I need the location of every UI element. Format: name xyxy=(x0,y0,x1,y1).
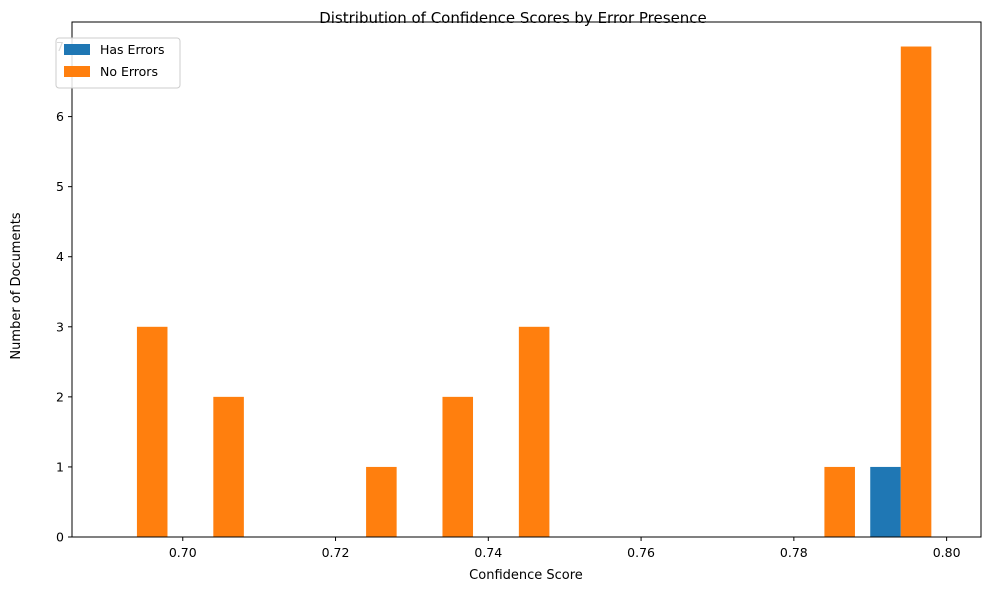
x-tick-label: 0.80 xyxy=(933,545,961,560)
bar-no-errors-1 xyxy=(213,396,244,537)
y-tick-label: 4 xyxy=(56,249,64,264)
axes-frame xyxy=(71,21,982,538)
y-axis-label: Number of Documents xyxy=(9,212,24,359)
legend-label-no-errors: No Errors xyxy=(100,64,158,79)
y-tick-label: 0 xyxy=(56,530,64,545)
bar-no-errors-6 xyxy=(900,46,932,538)
x-tick-label: 0.74 xyxy=(474,545,502,560)
x-tick-label: 0.70 xyxy=(169,545,197,560)
x-axis-ticks: 0.70 0.72 0.74 0.76 0.78 0.80 xyxy=(169,537,961,560)
plot-area: 0.700.720.740.760.780.80 01234567 xyxy=(56,21,982,560)
x-axis-label: Confidence Score xyxy=(469,568,583,583)
y-tick-label: 2 xyxy=(56,389,64,404)
bars xyxy=(136,46,932,538)
y-tick-label: 1 xyxy=(56,459,64,474)
x-tick-label: 0.78 xyxy=(780,545,808,560)
legend-swatch-has-errors xyxy=(64,44,90,55)
y-axis-ticks: 01234567 xyxy=(56,39,72,545)
legend-label-has-errors: Has Errors xyxy=(100,42,165,57)
bar-no-errors-5 xyxy=(824,466,855,537)
y-tick-label: 6 xyxy=(56,109,64,124)
bar-no-errors-3 xyxy=(442,396,474,537)
legend-swatch-no-errors xyxy=(64,66,90,77)
chart-title: Distribution of Confidence Scores by Err… xyxy=(319,9,707,27)
y-tick-label: 5 xyxy=(56,179,64,194)
x-tick-label: 0.72 xyxy=(322,545,350,560)
x-tick-label: 0.76 xyxy=(627,545,655,560)
legend: Has Errors No Errors xyxy=(55,37,181,89)
bar-no-errors-4 xyxy=(518,326,550,537)
bar-no-errors-2 xyxy=(366,466,397,537)
bar-no-errors-0 xyxy=(136,326,168,537)
bar-has-errors-0 xyxy=(870,466,901,537)
y-tick-label: 3 xyxy=(56,319,64,334)
